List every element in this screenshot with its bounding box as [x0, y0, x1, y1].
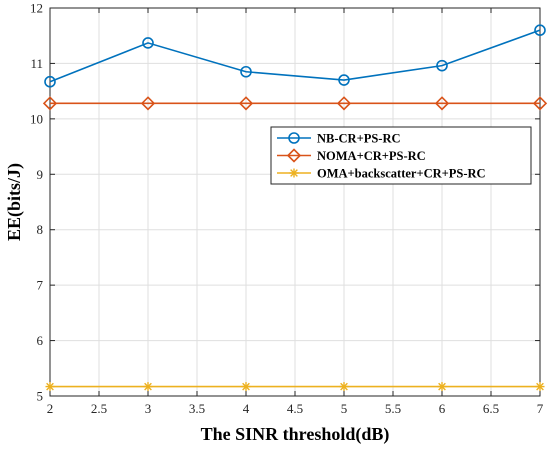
- series-1-point-5: [532, 96, 548, 111]
- series-2-point-0: [45, 382, 55, 392]
- series-2-point-1: [143, 382, 153, 392]
- series-1-point-2: [238, 96, 254, 111]
- axes: 2 2.5 3 3.5 4 4.5 5 5.5 6 6.5 7 5 6 7 8 9 10 11 12: [30, 1, 544, 417]
- series-0: [44, 24, 546, 88]
- series-1-point-4: [434, 96, 450, 111]
- y-tick-label-2: 7: [37, 278, 44, 293]
- legend-swatch-marker-2: [289, 168, 299, 178]
- x-tick-label-4: 4: [243, 401, 250, 416]
- legend-box: [270, 126, 532, 185]
- series-2-point-5-stroke-d2: [536, 382, 544, 391]
- series-0-point-1: [142, 37, 154, 49]
- y-tick-label-0: 5: [37, 389, 44, 404]
- series-2: [45, 382, 545, 392]
- x-tick-label-9: 6.5: [483, 401, 499, 416]
- series-2-point-3: [339, 382, 349, 392]
- y-tick-label-1: 6: [37, 333, 44, 348]
- legend-label-2: OMA+backscatter+CR+PS-RC: [317, 167, 486, 181]
- legend-entry-0: NB-CR+PS-RC: [277, 132, 401, 146]
- x-tick-label-10: 7: [537, 401, 544, 416]
- series-1-point-1: [140, 96, 156, 111]
- series-2-point-2: [241, 382, 251, 392]
- series-0-point-3: [338, 74, 350, 86]
- series-1-point-0: [42, 96, 58, 111]
- series-0-line: [49, 29, 541, 83]
- legend-entry-2: OMA+backscatter+CR+PS-RC: [277, 167, 486, 181]
- series-2-point-0-stroke-d2: [46, 382, 54, 391]
- legend-swatch-marker-2-stroke-d2: [290, 169, 298, 177]
- y-tick-label-3: 8: [37, 222, 44, 237]
- x-tick-label-5: 4.5: [287, 401, 303, 416]
- legend-label-1: NOMA+CR+PS-RC: [317, 149, 426, 163]
- y-tick-label-5: 10: [30, 111, 43, 126]
- series-2-point-1-stroke-d2: [144, 382, 152, 391]
- series-2-point-4: [437, 382, 447, 392]
- legend-swatch-marker-1: [286, 148, 302, 163]
- series-0-point-2: [240, 65, 252, 78]
- series-1: [42, 96, 548, 111]
- series-1-point-3: [336, 96, 352, 111]
- series-2-point-5: [535, 382, 545, 392]
- x-tick-label-1: 2.5: [91, 401, 107, 416]
- series-2-point-3-stroke-d2: [340, 382, 348, 391]
- x-tick-label-3: 3.5: [189, 401, 205, 416]
- x-tick-label-8: 6: [439, 401, 446, 416]
- x-tick-label-6: 5: [341, 401, 348, 416]
- grid: [49, 7, 541, 397]
- series-layer: [42, 24, 548, 392]
- series-0-point-4: [436, 59, 448, 72]
- y-tick-label-6: 11: [30, 56, 43, 71]
- y-tick-label-7: 12: [30, 1, 43, 16]
- legend-entry-1: NOMA+CR+PS-RC: [277, 148, 426, 163]
- legend-label-0: NB-CR+PS-RC: [317, 132, 401, 146]
- y-tick-label-4: 9: [37, 167, 44, 182]
- y-axis-title: EE(bits/J): [4, 163, 25, 241]
- x-tick-label-0: 2: [47, 401, 54, 416]
- x-tick-label-7: 5.5: [385, 401, 401, 416]
- series-0-point-5: [534, 24, 546, 36]
- x-tick-label-2: 3: [145, 401, 152, 416]
- legend-swatch-marker-0: [288, 132, 300, 144]
- series-2-point-2-stroke-d2: [242, 382, 250, 391]
- legend: NB-CR+PS-RC NOMA+CR+PS-RC OMA+backscatter+…: [270, 126, 532, 185]
- x-axis-title: The SINR threshold(dB): [201, 424, 390, 445]
- series-2-point-4-stroke-d2: [438, 382, 446, 391]
- series-0-point-0: [44, 75, 56, 88]
